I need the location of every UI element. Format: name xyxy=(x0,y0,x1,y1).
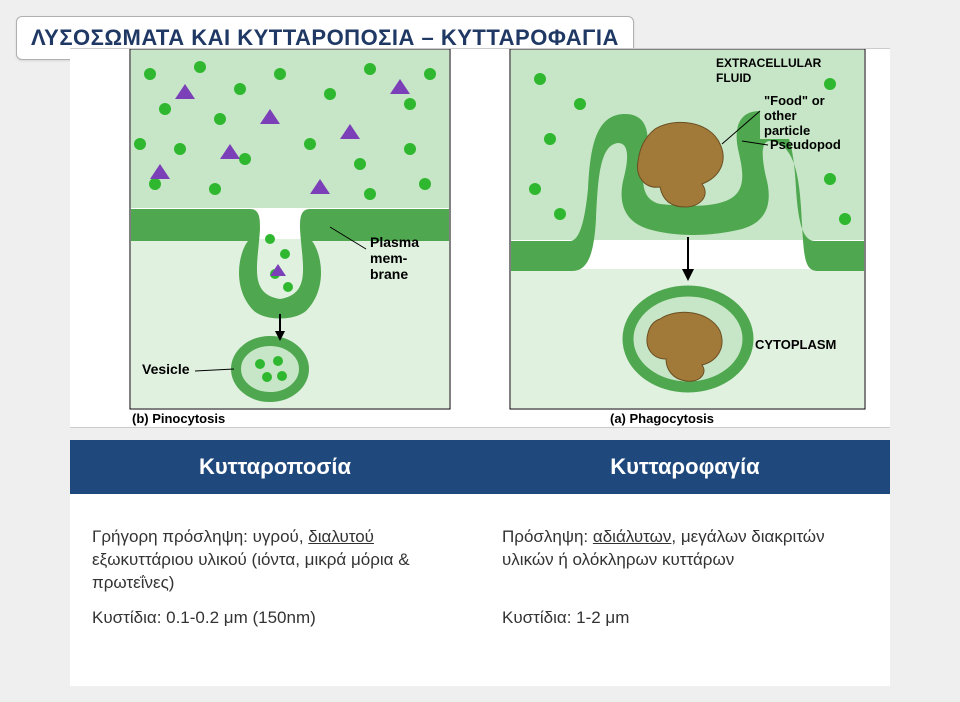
svg-text:FLUID: FLUID xyxy=(716,71,752,85)
cell-right-desc: Πρόσληψη: αδιάλυτων, μεγάλων διακριτών υ… xyxy=(480,520,890,601)
svg-text:Vesicle: Vesicle xyxy=(142,361,190,377)
svg-text:"Food" or: "Food" or xyxy=(764,93,825,108)
page-title: ΛΥΣΟΣΩΜΑΤΑ ΚΑΙ ΚΥΤΤΑΡΟΠΟΣΙΑ – ΚΥΤΤΑΡΟΦΑΓ… xyxy=(31,25,619,50)
pinocytosis-panel: Vesicle Plasma mem- brane xyxy=(130,49,450,409)
svg-text:Plasma: Plasma xyxy=(370,234,419,250)
table-row: Κυστίδια: 0.1-0.2 μm (150nm) Κυστίδια: 1… xyxy=(70,601,890,636)
table-gap xyxy=(70,494,890,520)
table-row: Γρήγορη πρόσληψη: υγρού, διαλυτού εξωκυτ… xyxy=(70,520,890,601)
svg-text:other: other xyxy=(764,108,797,123)
svg-text:brane: brane xyxy=(370,266,408,282)
comparison-table: Κυτταροποσία Κυτταροφαγία Γρήγορη πρόσλη… xyxy=(70,440,890,686)
header-phagocytosis: Κυτταροφαγία xyxy=(480,440,890,494)
svg-text:EXTRACELLULAR: EXTRACELLULAR xyxy=(716,56,822,70)
biology-diagram: Vesicle Plasma mem- brane xyxy=(70,49,890,429)
text: Γρήγορη πρόσληψη: υγρού, xyxy=(92,527,308,546)
svg-text:CYTOPLASM: CYTOPLASM xyxy=(755,337,836,352)
text: εξωκυττάριου υλικού (ιόντα, μικρά μόρια … xyxy=(92,550,410,592)
cell-left-desc: Γρήγορη πρόσληψη: υγρού, διαλυτού εξωκυτ… xyxy=(70,520,480,601)
svg-text:particle: particle xyxy=(764,123,810,138)
diagram-area: Vesicle Plasma mem- brane xyxy=(70,48,890,428)
caption-phagocytosis: (a) Phagocytosis xyxy=(610,411,714,426)
svg-text:Pseudopod: Pseudopod xyxy=(770,137,841,152)
phagocytosis-panel: EXTRACELLULAR FLUID Pseudopod "Food" or … xyxy=(510,49,865,409)
underline-text: διαλυτού xyxy=(308,527,374,546)
caption-pinocytosis: (b) Pinocytosis xyxy=(132,411,225,426)
header-pinocytosis: Κυτταροποσία xyxy=(70,440,480,494)
table-header-row: Κυτταροποσία Κυτταροφαγία xyxy=(70,440,890,494)
text: Πρόσληψη: xyxy=(502,527,593,546)
svg-text:mem-: mem- xyxy=(370,250,408,266)
table-bottom-pad xyxy=(70,636,890,686)
cell-right-size: Κυστίδια: 1-2 μm xyxy=(480,601,890,636)
underline-text: αδιάλυτων xyxy=(593,527,672,546)
cell-left-size: Κυστίδια: 0.1-0.2 μm (150nm) xyxy=(70,601,480,636)
